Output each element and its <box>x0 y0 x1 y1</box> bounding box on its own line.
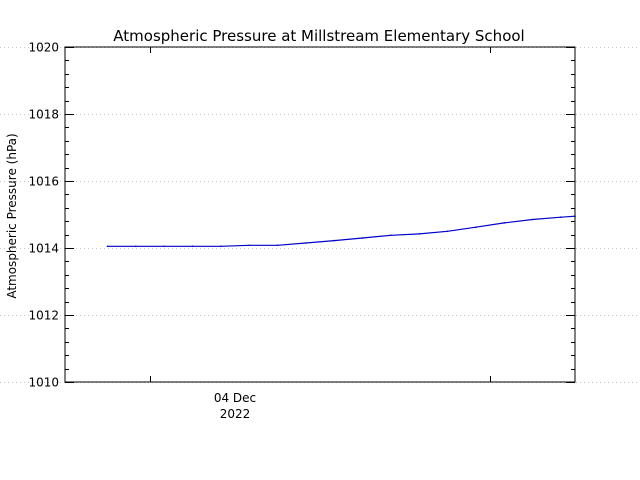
y-tick-label: 1010 <box>28 376 59 390</box>
pressure-point-12 <box>446 230 449 233</box>
pressure-point-3 <box>191 245 194 248</box>
pressure-point-14 <box>503 222 506 224</box>
pressure-point-0 <box>106 245 109 248</box>
pressure-point-8 <box>333 239 336 242</box>
pressure-point-11 <box>418 233 421 235</box>
y-tick-label: 1020 <box>28 41 59 55</box>
pressure-point-2 <box>163 245 165 248</box>
y-axis-label: Atmospheric Pressure (hPa) <box>5 133 19 298</box>
data-series <box>106 215 576 248</box>
y-tick-label: 1016 <box>28 175 59 189</box>
tick-labels: 1010 1012 1014 1016 1018 1020 04 Dec 2022 <box>28 41 256 422</box>
pressure-point-1 <box>135 245 137 248</box>
plot-frame <box>64 46 576 383</box>
x-tick-label-day: 04 Dec <box>214 391 256 405</box>
y-tick-label: 1012 <box>28 309 59 323</box>
pressure-point-5 <box>248 244 250 247</box>
pressure-point-9 <box>361 237 364 239</box>
pressure-point-15 <box>531 218 534 221</box>
y-tick-label: 1018 <box>28 108 59 122</box>
pressure-point-13 <box>475 226 477 228</box>
y-tick-label: 1014 <box>28 242 59 256</box>
chart-title: Atmospheric Pressure at Millstream Eleme… <box>113 27 524 45</box>
grid-lines <box>0 47 640 383</box>
x-tick-label-year: 2022 <box>220 407 251 421</box>
pressure-point-16 <box>560 216 562 218</box>
pressure-series-line-0 <box>106 215 576 247</box>
pressure-point-7 <box>305 242 307 244</box>
axis-ticks <box>65 47 575 383</box>
pressure-point-6 <box>276 244 279 247</box>
pressure-point-4 <box>220 245 222 248</box>
pressure-point-10 <box>390 234 392 237</box>
